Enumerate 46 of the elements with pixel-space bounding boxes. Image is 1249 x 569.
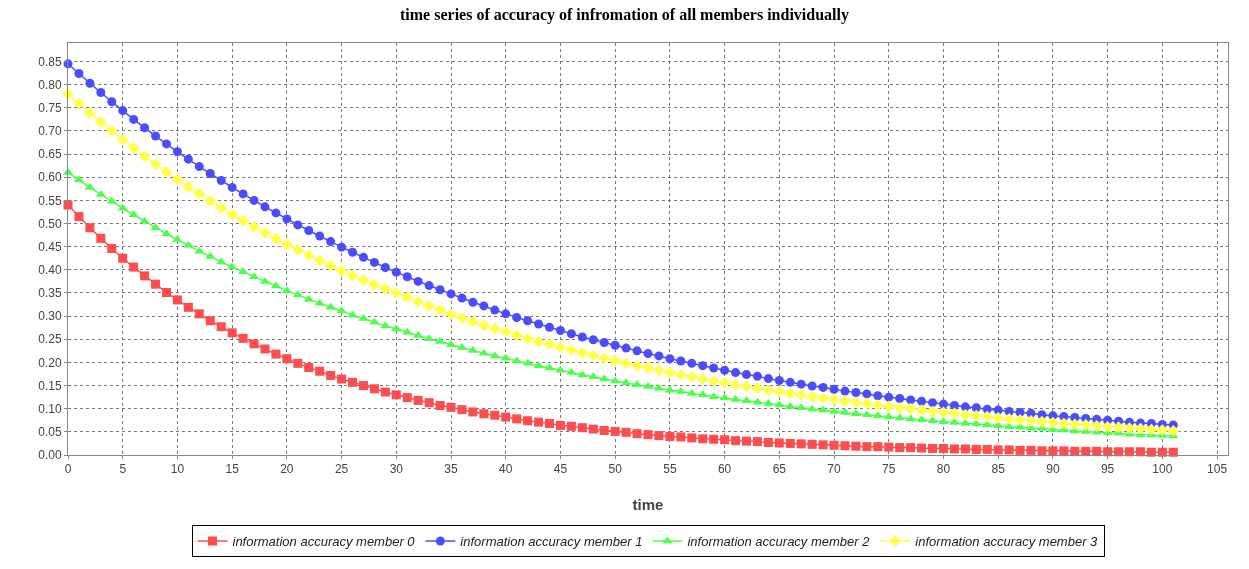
y-tick-label: 0.30 bbox=[38, 309, 62, 324]
x-tick-label: 10 bbox=[170, 462, 185, 477]
x-tick-label: 45 bbox=[553, 462, 568, 477]
y-tick-label: 0.85 bbox=[38, 54, 62, 69]
y-tick-label: 0.15 bbox=[38, 378, 62, 393]
legend-label: information accuracy member 2 bbox=[687, 534, 871, 550]
x-tick-label: 65 bbox=[772, 462, 787, 477]
x-tick-label: 105 bbox=[1207, 462, 1228, 477]
y-tick-label: 0.60 bbox=[38, 170, 62, 185]
x-tick-label: 80 bbox=[936, 462, 951, 477]
y-tick-label: 0.25 bbox=[38, 332, 62, 347]
y-tick-label: 0.80 bbox=[38, 77, 62, 92]
x-tick-label: 5 bbox=[119, 462, 127, 477]
x-tick-label: 25 bbox=[334, 462, 349, 477]
y-tick-label: 0.75 bbox=[38, 101, 62, 116]
x-axis-title: time bbox=[632, 496, 664, 513]
y-tick-label: 0.50 bbox=[38, 216, 62, 231]
y-tick-label: 0.70 bbox=[38, 124, 62, 139]
x-tick-label: 90 bbox=[1046, 462, 1060, 477]
x-tick-label: 85 bbox=[991, 462, 1006, 477]
y-tick-label: 0.20 bbox=[38, 355, 62, 370]
y-tick-label: 0.45 bbox=[38, 239, 62, 254]
x-tick-label: 40 bbox=[499, 462, 513, 477]
x-tick-label: 95 bbox=[1100, 462, 1115, 477]
x-tick-label: 20 bbox=[280, 462, 294, 477]
x-tick-label: 55 bbox=[663, 462, 677, 477]
x-tick-label: 70 bbox=[827, 462, 842, 477]
y-tick-label: 0.10 bbox=[38, 401, 62, 416]
x-tick-label: 60 bbox=[717, 462, 732, 477]
x-tick-label: 75 bbox=[882, 462, 896, 477]
x-tick-label: 0 bbox=[64, 462, 72, 477]
x-tick-label: 30 bbox=[389, 462, 404, 477]
legend-label: information accuracy member 1 bbox=[460, 534, 643, 550]
x-tick-label: 100 bbox=[1152, 462, 1173, 477]
x-tick-label: 35 bbox=[444, 462, 459, 477]
y-tick-label: 0.40 bbox=[38, 263, 62, 278]
y-tick-label: 0.35 bbox=[38, 286, 62, 301]
x-tick-label: 15 bbox=[225, 462, 240, 477]
y-tick-label: 0.65 bbox=[38, 147, 62, 162]
chart-title: time series of accuracy of infromation of all members individually bbox=[400, 5, 849, 24]
y-tick-label: 0.00 bbox=[38, 448, 62, 463]
x-tick-label: 50 bbox=[608, 462, 623, 477]
legend-label: information accuracy member 0 bbox=[232, 534, 416, 550]
y-tick-label: 0.05 bbox=[38, 425, 62, 440]
y-tick-label: 0.55 bbox=[38, 193, 62, 208]
legend-label: information accuracy member 3 bbox=[915, 534, 1099, 550]
